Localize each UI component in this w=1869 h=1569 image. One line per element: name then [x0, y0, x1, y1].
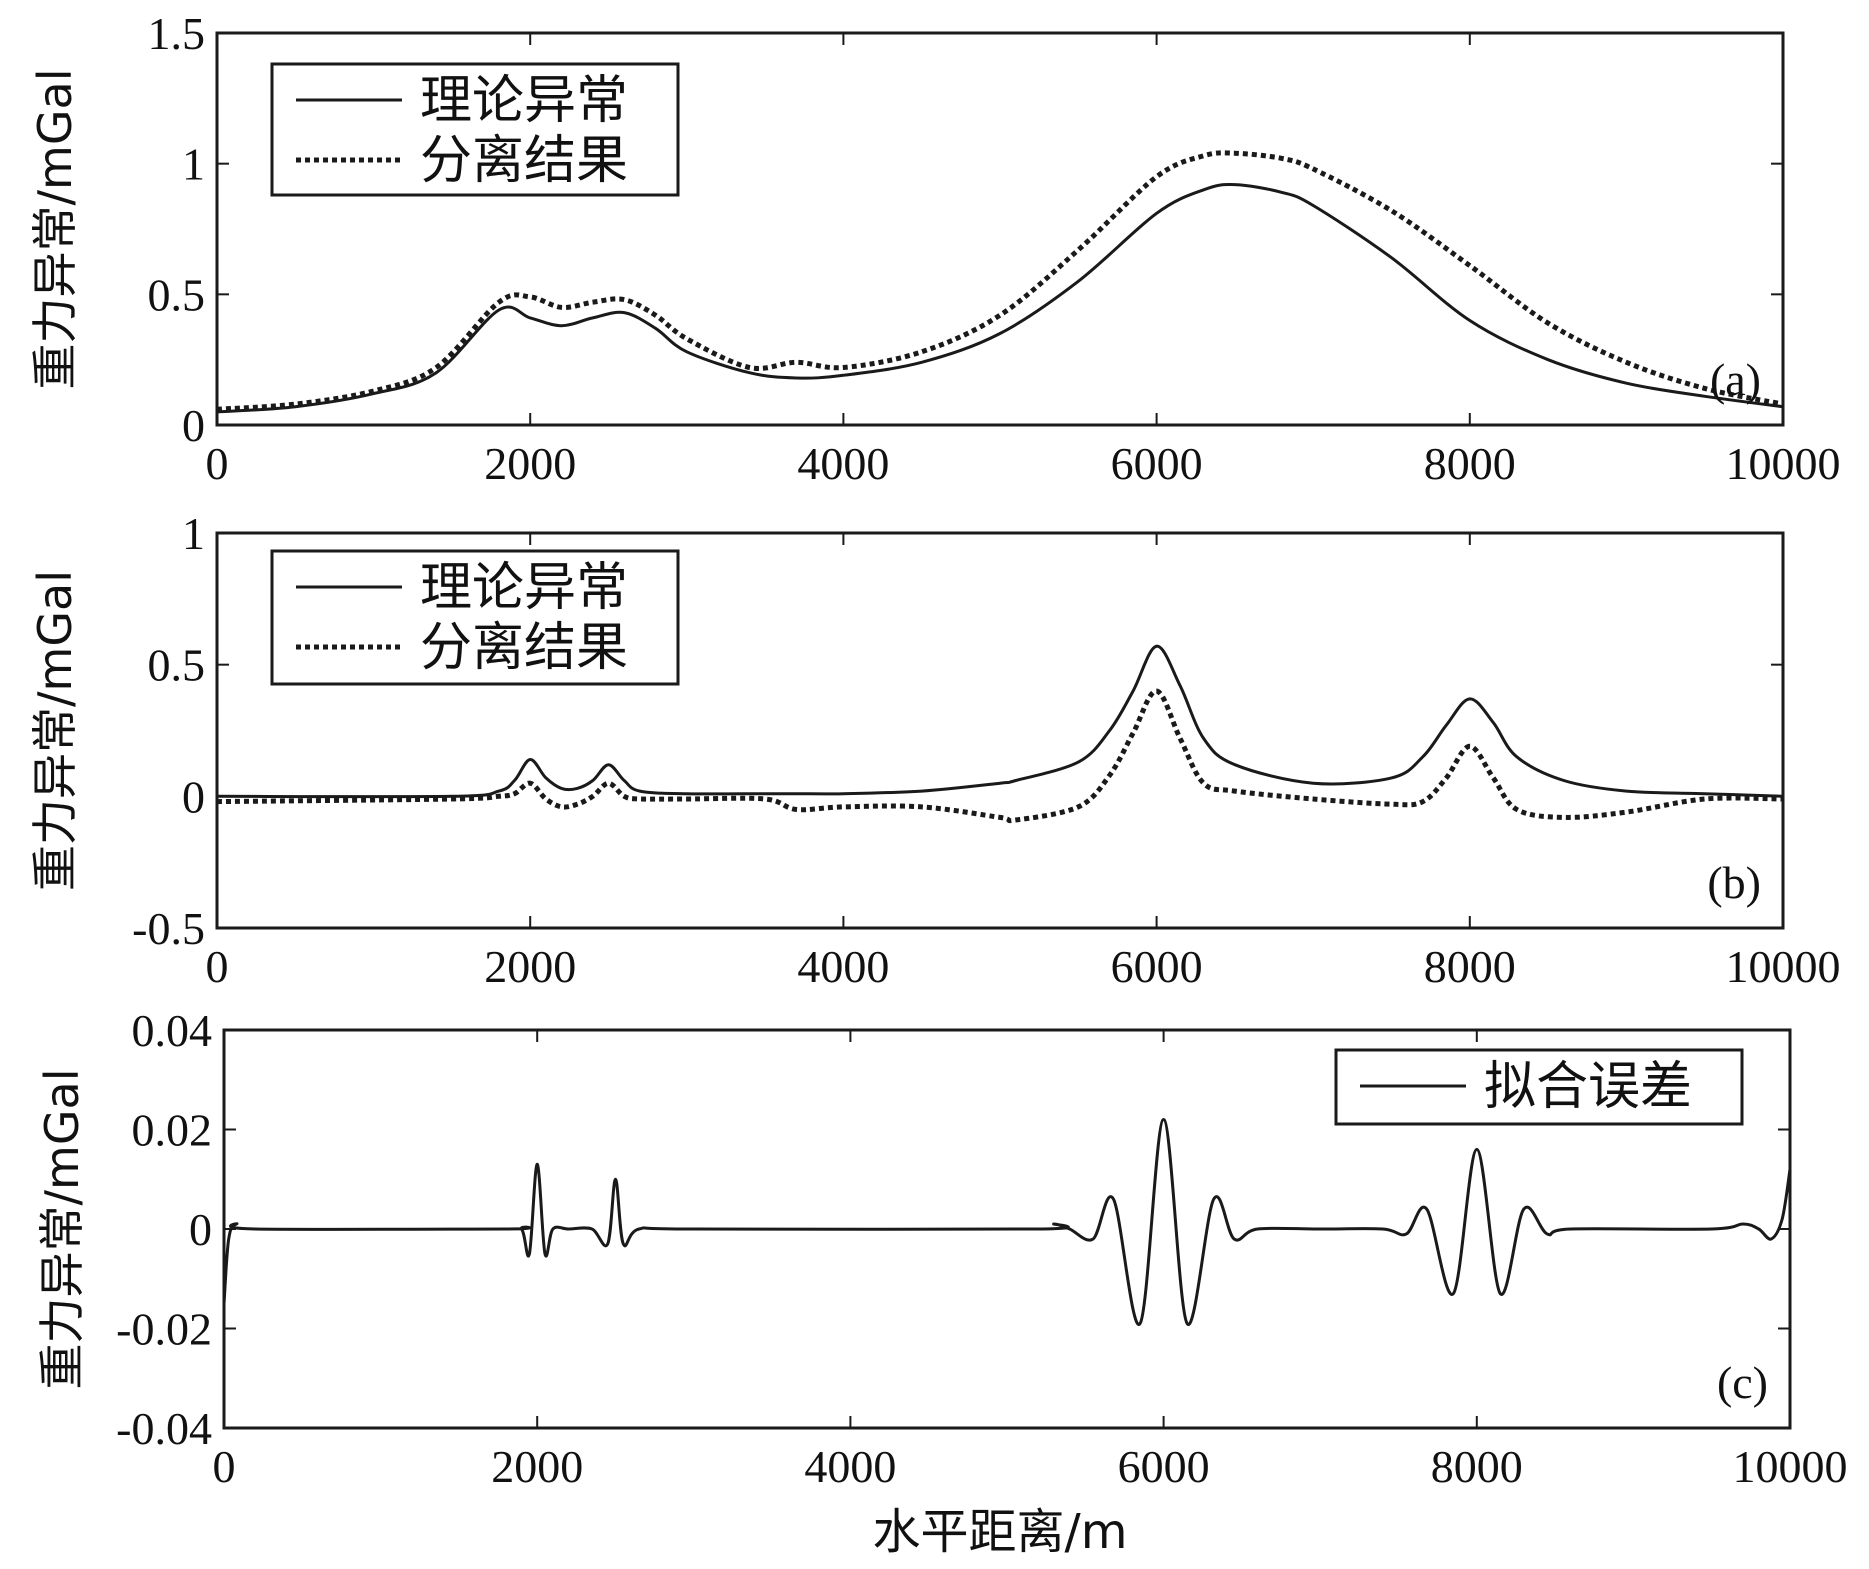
x-tick-label: 8000: [1424, 438, 1516, 489]
series-line-dotted: [217, 150, 1783, 412]
x-tick-label: 10000: [1726, 438, 1841, 489]
y-axis-label: 重力异常/mGal: [35, 1069, 89, 1390]
y-tick-label: -0.02: [116, 1304, 212, 1355]
x-tick-label: 10000: [1726, 941, 1841, 992]
y-tick-label: 0.5: [148, 640, 206, 691]
y-axis-label: 重力异常/mGal: [28, 69, 82, 390]
series-line-solid: [224, 1117, 1790, 1326]
series-line-dotted: [217, 688, 1783, 824]
x-tick-label: 6000: [1111, 438, 1203, 489]
plot-frame: [215, 531, 1785, 930]
y-tick-label: 1: [182, 508, 205, 559]
y-tick-label: 0.5: [148, 269, 206, 320]
y-tick-label: 1: [182, 139, 205, 190]
x-tick-label: 0: [213, 1441, 236, 1492]
x-tick-label: 4000: [797, 438, 889, 489]
plot-frame: [215, 31, 1785, 427]
panel-a: 0 2000 4000 6000 8000 10000 0 0.5 1 1.5 重力异常/mGal 理…: [28, 8, 1841, 489]
x-tick-label: 10000: [1733, 1441, 1848, 1492]
x-tick-label: 0: [206, 438, 229, 489]
x-tick-label: 0: [206, 941, 229, 992]
x-tick-label: 6000: [1111, 941, 1203, 992]
x-tick-label: 8000: [1424, 941, 1516, 992]
y-tick-label: -0.04: [116, 1403, 212, 1454]
panel-c: 0 2000 4000 6000 8000 10000 -0.04 -0.02 0 0.02 0.0…: [35, 1005, 1848, 1492]
y-tick-label: 0.02: [132, 1105, 213, 1156]
x-tick-label: 4000: [804, 1441, 896, 1492]
panel-label: (c): [1717, 1357, 1768, 1408]
y-axis-label: 重力异常/mGal: [28, 570, 82, 891]
x-tick-label: 2000: [484, 438, 576, 489]
x-axis-label: 水平距离/m: [873, 1504, 1128, 1560]
y-tick-label: 1.5: [148, 8, 206, 59]
panel-label: (b): [1707, 857, 1761, 908]
series-line-solid: [217, 644, 1783, 799]
y-tick-label: 0: [182, 771, 205, 822]
x-tick-label: 6000: [1118, 1441, 1210, 1492]
legend-label: 理论异常: [420, 558, 628, 618]
legend-box: [270, 62, 680, 197]
legend-label: 分离结果: [420, 618, 628, 678]
x-tick-label: 8000: [1431, 1441, 1523, 1492]
legend-label: 拟合误差: [1484, 1057, 1692, 1117]
panel-label: (a): [1710, 354, 1761, 405]
legend-label: 分离结果: [420, 131, 628, 191]
legend: 拟合误差: [1334, 1048, 1744, 1126]
legend-box: [270, 549, 680, 686]
x-tick-label: 2000: [484, 941, 576, 992]
y-tick-label: 0.04: [132, 1005, 213, 1056]
y-tick-label: -0.5: [132, 903, 205, 954]
panel-b: 0 2000 4000 6000 8000 10000-0.500.51重力异常/mGal…: [28, 508, 1841, 992]
series-line-solid: [217, 182, 1783, 414]
y-tick-label: 0: [189, 1204, 212, 1255]
x-tick-label: 2000: [491, 1441, 583, 1492]
x-tick-label: 4000: [797, 941, 889, 992]
y-tick-label: 0: [182, 400, 205, 451]
legend-label: 理论异常: [420, 71, 628, 131]
